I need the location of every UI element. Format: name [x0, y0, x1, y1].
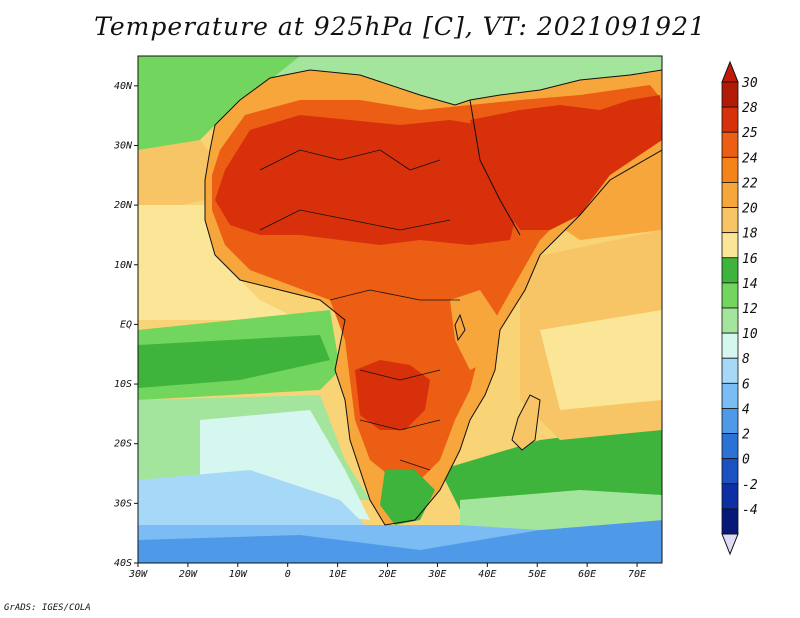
colorbar-swatch	[721, 81, 739, 108]
colorbar-swatch	[721, 508, 739, 535]
colorbar-label: 30	[741, 76, 758, 91]
colorbar-label: -2	[742, 478, 758, 493]
southern-ocean-deep	[138, 520, 662, 563]
south-indian-green	[440, 430, 662, 510]
colorbar-label: 0	[742, 453, 750, 468]
colorbar-label: 12	[742, 302, 758, 317]
chart-title: Temperature at 925hPa [C], VT: 202109192…	[94, 12, 706, 41]
north-atlantic-green	[138, 56, 300, 150]
lon-label: 30W	[128, 569, 148, 580]
indian-ocean-pale	[540, 310, 662, 410]
colorbar-label: 25	[742, 126, 758, 141]
lon-label: 10W	[229, 569, 248, 580]
south-indian-lightgreen	[460, 490, 662, 530]
colorbar-swatch	[721, 207, 739, 234]
lake-victoria	[454, 313, 466, 342]
lat-label: 40N	[114, 81, 133, 92]
colorbar-max-arrow	[721, 60, 739, 83]
lat-label: 10N	[114, 260, 133, 271]
lon-label: 60E	[578, 569, 596, 580]
lon-label: 70E	[628, 569, 646, 580]
lon-label: 10E	[329, 569, 347, 580]
colorbar-swatch	[721, 332, 739, 359]
colorbar-swatch	[721, 357, 739, 384]
colorbar-label: 22	[742, 176, 758, 191]
south-africa-green	[380, 470, 435, 525]
colorbar-swatch	[721, 106, 739, 133]
colorbar-label: 8	[742, 352, 750, 367]
colorbar-label: 24	[742, 151, 758, 166]
colorbar-label: 20	[742, 202, 758, 217]
colorbar-min-arrow	[721, 533, 739, 556]
lat-label: 30S	[113, 498, 132, 509]
map-frame	[137, 55, 663, 564]
north-coastline	[214, 69, 662, 126]
colorbar-label: -4	[742, 503, 758, 518]
north-atlantic-warm	[138, 140, 215, 210]
colorbar-label: 4	[742, 402, 750, 417]
country-borders	[259, 149, 460, 471]
grads-credit: GrADS: IGES/COLA	[4, 603, 91, 613]
lat-label: EQ	[120, 319, 132, 330]
colorbar-swatch	[721, 433, 739, 460]
colorbar-swatch	[721, 307, 739, 334]
colorbar-label: 14	[742, 277, 758, 292]
colorbar-swatch	[721, 458, 739, 485]
colorbar-swatch	[721, 131, 739, 158]
colorbar-swatch	[721, 182, 739, 208]
lat-label: 30N	[113, 140, 133, 151]
lat-label: 10S	[114, 379, 132, 390]
colorbar-label: 16	[742, 252, 758, 267]
colorbar-swatch	[721, 257, 739, 284]
red-sea-coast	[469, 99, 521, 236]
south-atlantic-darkgreen	[138, 335, 330, 388]
south-atlantic-blue	[138, 470, 380, 540]
colorbar-swatch	[721, 232, 739, 259]
east-africa-mild	[450, 290, 500, 370]
colorbar-label: 6	[742, 377, 750, 392]
lon-label: 40E	[478, 569, 496, 580]
lon-label: 50E	[528, 569, 546, 580]
colorbar-swatch	[721, 282, 739, 309]
colorbar-swatch	[721, 408, 739, 434]
latitude-axis: 40N 30N 20N 10N EQ 10S 20S 30S 40S	[113, 81, 138, 569]
lat-label: 20N	[114, 200, 133, 211]
lat-label: 40S	[114, 558, 132, 569]
sahara-hot	[215, 115, 520, 245]
colorbar-swatch	[721, 483, 739, 510]
arabia-hot	[470, 95, 662, 230]
madagascar-coast	[511, 394, 541, 451]
lon-label: 20W	[179, 569, 198, 580]
coastlines	[204, 69, 662, 526]
madagascar-land	[512, 395, 540, 450]
colorbar-label: 10	[742, 327, 758, 342]
colorbar-label: 18	[742, 227, 758, 242]
colorbar-swatch	[721, 382, 739, 409]
colorbar-label: 2	[742, 428, 750, 443]
lat-label: 20S	[114, 439, 132, 450]
colorbar-label: 28	[742, 101, 758, 116]
lon-label: 0	[285, 569, 291, 580]
tropical-atlantic-pale	[138, 205, 300, 320]
temperature-field	[138, 56, 662, 563]
longitude-axis: 30W 20W 10W 0 10E 20E 30E 40E 50E 60E 70E	[128, 563, 646, 580]
lon-label: 30E	[427, 569, 446, 580]
africa-coastline	[204, 124, 662, 526]
colorbar-swatch	[721, 156, 739, 183]
lon-label: 20E	[378, 569, 396, 580]
